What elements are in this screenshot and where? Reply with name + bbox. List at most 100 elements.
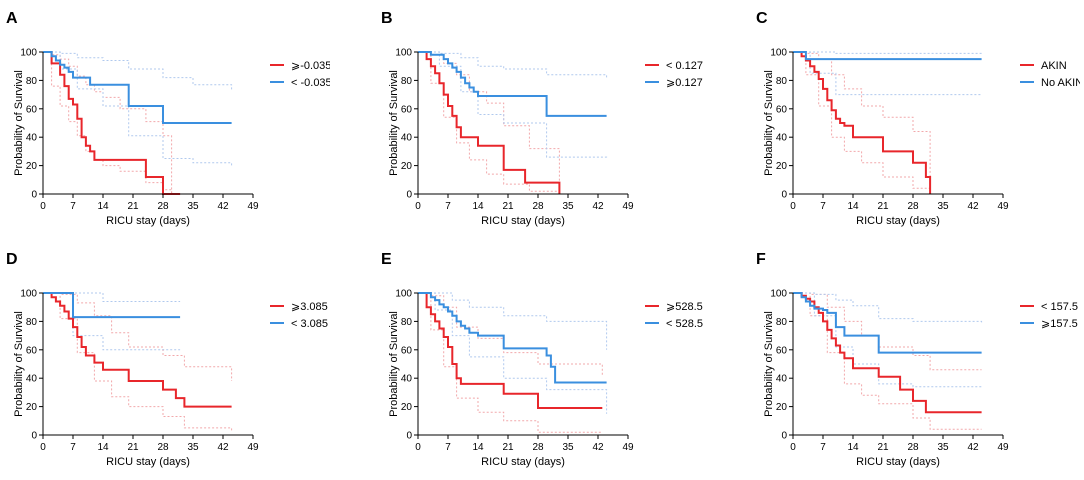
y-tick-label: 60 (776, 345, 788, 356)
y-tick-label: 80 (401, 317, 413, 328)
y-tick-label: 20 (26, 161, 38, 172)
survival-curve-blue (793, 292, 982, 354)
x-tick-label: 21 (502, 442, 514, 453)
y-tick-label: 0 (31, 190, 37, 201)
km-chart-svg: E 0 20 40 60 80 100 0 7 14 21 28 35 42 49 RICU stay (da… (381, 251, 703, 468)
x-tick-label: 42 (967, 442, 979, 453)
x-tick-label: 0 (790, 201, 796, 212)
km-panel-a: A 0 20 40 60 80 100 0 7 14 21 28 35 42 49 RICU stay (da… (0, 0, 338, 234)
y-tick-label: 60 (401, 104, 413, 115)
legend-label: < 3.085 (291, 318, 328, 330)
ci-upper-red (793, 51, 931, 194)
x-tick-label: 7 (445, 442, 451, 453)
x-tick-label: 28 (532, 201, 544, 212)
y-tick-label: 0 (781, 190, 787, 201)
ci-lower-blue (793, 292, 982, 388)
x-tick-label: 14 (847, 442, 859, 453)
x-tick-label: 35 (937, 442, 949, 453)
x-tick-label: 35 (187, 201, 199, 212)
y-tick-label: 60 (401, 345, 413, 356)
x-tick-label: 7 (70, 201, 76, 212)
y-tick-label: 40 (26, 133, 38, 144)
ci-upper-red (43, 292, 233, 381)
x-tick-label: 14 (472, 442, 484, 453)
panel-label: D (6, 251, 18, 268)
y-tick-label: 40 (401, 133, 413, 144)
x-tick-label: 0 (415, 201, 421, 212)
x-tick-label: 28 (532, 442, 544, 453)
x-axis-label: RICU stay (days) (481, 456, 565, 468)
y-tick-label: 20 (26, 402, 38, 413)
legend-label: < 157.5 (1041, 301, 1078, 313)
km-chart-svg: A 0 20 40 60 80 100 0 7 14 21 28 35 42 49 RICU stay (da… (6, 10, 338, 227)
y-tick-label: 20 (776, 161, 788, 172)
survival-curve-blue (43, 51, 232, 124)
x-tick-label: 21 (877, 201, 889, 212)
y-tick-label: 100 (395, 289, 412, 300)
km-chart-svg: B 0 20 40 60 80 100 0 7 14 21 28 35 42 49 RICU stay (da… (381, 10, 703, 227)
x-tick-label: 49 (247, 442, 259, 453)
survival-curve-blue (793, 51, 982, 61)
ci-lower-red (418, 292, 603, 433)
ci-lower-blue (418, 292, 608, 414)
x-tick-label: 28 (157, 201, 169, 212)
legend-label: ⩾-0.0351 (291, 60, 330, 72)
survival-curve-red (418, 292, 603, 409)
x-tick-label: 14 (97, 442, 109, 453)
y-axis-label: Probability of Survival (763, 70, 775, 176)
km-chart-svg: D 0 20 40 60 80 100 0 7 14 21 28 35 42 49 RICU stay (da… (6, 251, 328, 468)
y-tick-label: 20 (401, 402, 413, 413)
y-tick-label: 100 (770, 289, 787, 300)
x-tick-label: 0 (415, 442, 421, 453)
legend-label: < 0.127 (666, 60, 703, 72)
survival-curve-red (793, 51, 932, 194)
km-panel-c: C 0 20 40 60 80 100 0 7 14 21 28 35 42 49 RICU stay (da… (750, 0, 1083, 234)
y-tick-label: 100 (20, 289, 37, 300)
x-tick-label: 7 (820, 442, 826, 453)
ci-lower-blue (43, 51, 233, 166)
legend-label: ⩾157.5 (1041, 318, 1078, 330)
x-tick-label: 14 (472, 201, 484, 212)
x-tick-label: 14 (847, 201, 859, 212)
ci-upper-red (418, 292, 603, 376)
km-panel-b: B 0 20 40 60 80 100 0 7 14 21 28 35 42 49 RICU stay (da… (375, 0, 705, 234)
ci-upper-blue (793, 51, 982, 54)
km-chart-svg: F 0 20 40 60 80 100 0 7 14 21 28 35 42 49 RICU stay (da… (756, 251, 1078, 468)
survival-curve-red (418, 51, 561, 194)
x-tick-label: 35 (187, 442, 199, 453)
x-tick-label: 35 (562, 201, 574, 212)
ci-lower-red (43, 51, 173, 194)
survival-curve-red (43, 51, 181, 195)
panel-label: E (381, 251, 392, 268)
y-tick-label: 80 (776, 76, 788, 87)
y-axis-label: Probability of Survival (763, 311, 775, 417)
y-tick-label: 100 (770, 48, 787, 59)
y-tick-label: 80 (776, 317, 788, 328)
survival-curve-blue (43, 292, 181, 319)
legend-label: ⩾0.127 (666, 77, 703, 89)
x-tick-label: 14 (97, 201, 109, 212)
x-axis-label: RICU stay (days) (106, 215, 190, 227)
x-tick-label: 49 (622, 442, 634, 453)
x-tick-label: 49 (997, 442, 1009, 453)
y-tick-label: 0 (406, 431, 412, 442)
y-tick-label: 40 (776, 374, 788, 385)
y-tick-label: 60 (26, 345, 38, 356)
y-axis-label: Probability of Survival (388, 311, 400, 417)
legend-label: No AKIN (1041, 77, 1080, 89)
x-tick-label: 0 (40, 201, 46, 212)
y-axis-label: Probability of Survival (13, 311, 25, 417)
x-tick-label: 21 (127, 442, 139, 453)
x-tick-label: 7 (820, 201, 826, 212)
panel-label: B (381, 10, 393, 27)
x-tick-label: 21 (877, 442, 889, 453)
ci-lower-red (793, 51, 931, 194)
y-axis-label: Probability of Survival (388, 70, 400, 176)
ci-upper-blue (418, 51, 608, 78)
y-tick-label: 0 (406, 190, 412, 201)
y-tick-label: 0 (31, 431, 37, 442)
x-tick-label: 0 (790, 442, 796, 453)
x-tick-label: 35 (562, 442, 574, 453)
x-tick-label: 7 (445, 201, 451, 212)
survival-curve-blue (418, 292, 607, 384)
